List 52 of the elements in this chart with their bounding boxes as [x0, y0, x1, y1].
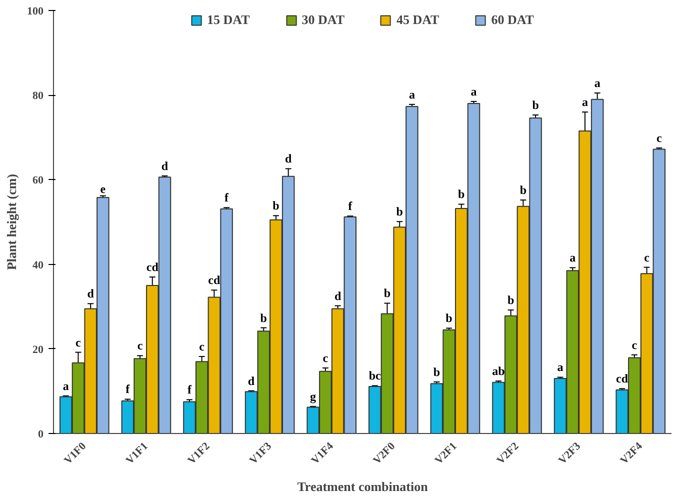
x-axis-title: Treatment combination — [297, 479, 429, 494]
annotation: b — [384, 286, 391, 300]
annotation: b — [520, 183, 527, 198]
annotation: d — [334, 288, 342, 303]
annotation: e — [100, 182, 106, 196]
annotation: d — [87, 286, 94, 301]
annotation: b — [532, 98, 540, 112]
legend-label: 30 DAT — [302, 12, 344, 28]
annotation: a — [582, 95, 588, 110]
y-tick-label: 0 — [38, 428, 44, 440]
annotation: cd — [616, 372, 628, 386]
annotation: b — [260, 310, 268, 325]
annotation: f — [187, 382, 192, 397]
legend-label: 45 DAT — [396, 12, 440, 28]
annotation: c — [632, 338, 638, 352]
annotation: f — [348, 199, 354, 214]
legend-label: 60 DAT — [491, 12, 534, 28]
y-tick-label: 80 — [32, 90, 44, 102]
annotation: f — [126, 382, 131, 396]
y-tick-label: 20 — [32, 344, 44, 356]
annotation: c — [644, 250, 650, 264]
annotation: g — [310, 389, 316, 404]
y-tick-label: 40 — [32, 259, 44, 272]
annotation: b — [507, 292, 514, 307]
annotation: a — [557, 360, 564, 374]
annotation: a — [470, 84, 477, 98]
annotation: a — [62, 378, 69, 393]
annotation: bc — [368, 368, 382, 383]
y-tick-label: 60 — [32, 174, 44, 187]
annotation: b — [446, 311, 453, 326]
annotation: a — [594, 76, 600, 90]
annotation: a — [570, 250, 576, 265]
annotation: c — [199, 340, 206, 354]
annotation: a — [408, 87, 415, 102]
annotation: cd — [208, 273, 221, 288]
annotation: c — [137, 338, 144, 353]
annotation: d — [248, 374, 255, 388]
annotation: b — [396, 204, 404, 219]
y-axis-title: Plant height (cm) — [4, 174, 19, 270]
annotation: ab — [492, 364, 506, 378]
legend-label: 15 DAT — [207, 12, 250, 28]
annotation: f — [224, 190, 230, 205]
annotation: b — [272, 198, 280, 213]
annotation: cd — [146, 260, 159, 274]
annotation: d — [285, 152, 292, 166]
annotation: b — [433, 364, 440, 379]
annotation: c — [322, 350, 329, 365]
annotation: d — [161, 158, 168, 173]
annotation: b — [458, 187, 466, 202]
y-tick-label: 100 — [27, 6, 44, 18]
annotation: c — [656, 130, 662, 145]
annotation: c — [76, 335, 82, 350]
